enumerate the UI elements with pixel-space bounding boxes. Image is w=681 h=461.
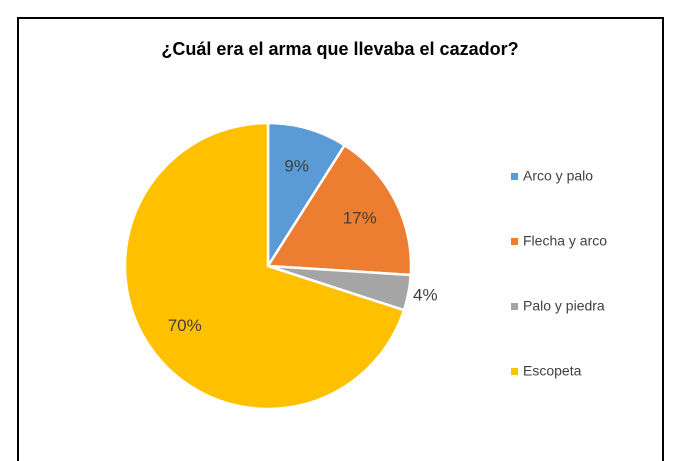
legend-marker (511, 238, 518, 245)
data-label: 70% (168, 316, 202, 335)
data-label: 4% (413, 285, 438, 304)
legend-label: Arco y palo (523, 168, 593, 184)
data-label: 17% (343, 209, 377, 228)
pie-slice (266, 121, 347, 271)
legend-marker (511, 368, 518, 375)
pie-slice (123, 121, 406, 411)
legend-label: Palo y piedra (523, 298, 605, 314)
legend-label: Flecha y arco (523, 233, 607, 249)
chart-title: ¿Cuál era el arma que llevaba el cazador… (161, 39, 518, 59)
data-label: 9% (284, 157, 309, 176)
legend-label: Escopeta (523, 363, 582, 379)
pie-slice (265, 143, 413, 277)
legend-marker (511, 173, 518, 180)
legend-marker (511, 303, 518, 310)
